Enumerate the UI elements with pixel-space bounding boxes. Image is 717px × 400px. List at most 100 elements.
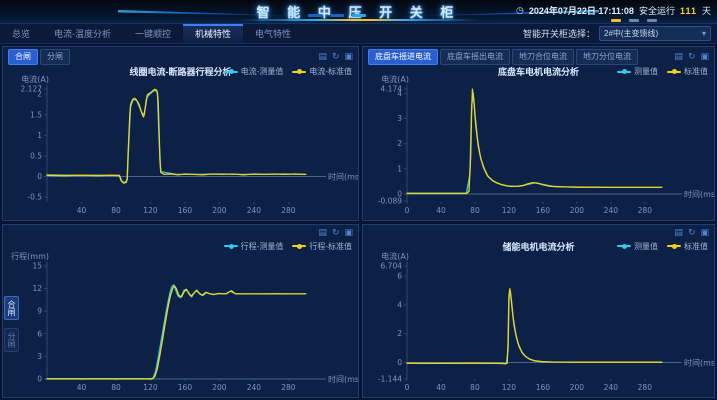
header-dash-decoration: [352, 14, 366, 17]
svg-text:0.5: 0.5: [30, 151, 42, 160]
svg-text:280: 280: [638, 206, 653, 215]
panel-tab-地刀合位电流[interactable]: 地刀合位电流: [512, 48, 574, 65]
svg-text:15: 15: [32, 262, 42, 271]
app-header: 智 能 中 压 开 关 柜 ◷ 2024年07月22日 17:11:08 安全运…: [0, 0, 717, 24]
legend-item-电流-标准值[interactable]: 电流-标准值: [292, 66, 352, 77]
legend-item-标准值[interactable]: 标准值: [667, 66, 708, 77]
svg-text:40: 40: [436, 383, 446, 392]
series-line-电流-测量值: [46, 88, 307, 183]
dashboard-grid: 合闸 分闸 ▤ ↻ ▣ 线圈电流-断路器行程分析 电流-测量值 电流-标准值 2.127 2 1…: [0, 44, 717, 400]
fullscreen-icon[interactable]: ▣: [700, 51, 709, 61]
svg-text:电流(A): 电流(A): [21, 74, 49, 84]
legend-label: 标准值: [684, 67, 708, 76]
switchgear-select[interactable]: 2#中(主变馈线) ▾: [599, 26, 711, 41]
vertical-tab-合闸[interactable]: 合闸: [4, 296, 19, 320]
header-decoration-right: [409, 10, 599, 16]
svg-text:0: 0: [397, 358, 402, 367]
svg-text:160: 160: [178, 383, 193, 392]
restore-icon[interactable]: ↻: [331, 51, 340, 61]
series-line-测量值: [406, 92, 663, 194]
series-line-行程-标准值: [46, 285, 307, 380]
safe-run-days: 111: [679, 5, 697, 16]
panel-tab-底盘车摇进电流[interactable]: 底盘车摇进电流: [368, 48, 438, 65]
svg-text:行程(mm): 行程(mm): [11, 251, 49, 261]
nav-tabs: 总览 电流-温度分析 一键顺控 机械特性 电气特性: [0, 24, 303, 43]
header-dash-decoration: [308, 14, 322, 17]
series-line-电流-标准值: [46, 88, 307, 184]
svg-text:120: 120: [502, 383, 517, 392]
svg-text:时间(ms): 时间(ms): [684, 188, 714, 198]
data-view-icon[interactable]: ▤: [318, 51, 327, 61]
panel-tab-合闸[interactable]: 合闸: [8, 48, 38, 65]
svg-text:160: 160: [536, 206, 551, 215]
restore-icon[interactable]: ↻: [687, 227, 696, 238]
data-view-icon[interactable]: ▤: [674, 51, 683, 61]
panel-energy-storage-motor: ▤ ↻ ▣ 储能电机电流分析 测量值 标准值 6.704 6 4 2 0 -1.144 0 40 80 1…: [362, 223, 715, 398]
svg-text:280: 280: [281, 206, 296, 215]
nav-tab-总览[interactable]: 总览: [12, 29, 31, 39]
restore-icon[interactable]: ↻: [687, 51, 696, 61]
legend-label: 电流-测量值: [240, 67, 284, 76]
nav-tab-一键顺控[interactable]: 一键顺控: [135, 29, 172, 39]
restore-icon[interactable]: ↻: [331, 227, 340, 238]
svg-text:120: 120: [143, 206, 158, 215]
datetime-text: 2024年07月22日 17:11:08: [528, 6, 634, 16]
panel-legend: 电流-测量值 电流-标准值: [223, 66, 352, 77]
panel-tab-分闸[interactable]: 分闸: [40, 48, 70, 65]
legend-item-行程-标准值[interactable]: 行程-标准值: [292, 241, 352, 252]
data-view-icon[interactable]: ▤: [674, 227, 683, 238]
svg-text:3: 3: [37, 352, 42, 361]
legend-item-电流-测量值[interactable]: 电流-测量值: [223, 66, 284, 77]
vertical-tab-分闸[interactable]: 分闸: [4, 328, 19, 352]
header-status-bar: ◷ 2024年07月22日 17:11:08 安全运行 111 天: [516, 4, 711, 17]
chart-area: 合闸 分闸 15 12 9 6 3 0 40 80 120 160 200 240 280 行程(mm) 时间(…: [3, 251, 358, 397]
panel-tab-底盘车摇出电流[interactable]: 底盘车摇出电流: [440, 48, 510, 65]
fullscreen-icon[interactable]: ▣: [700, 227, 709, 238]
svg-text:160: 160: [178, 206, 193, 215]
svg-text:280: 280: [281, 383, 296, 392]
svg-text:4.174: 4.174: [381, 84, 403, 93]
svg-text:240: 240: [247, 206, 262, 215]
series-line-测量值: [406, 289, 663, 365]
legend-label: 行程-标准值: [309, 241, 352, 251]
panel-tab-地刀分位电流[interactable]: 地刀分位电流: [576, 48, 638, 65]
svg-text:240: 240: [604, 206, 619, 215]
svg-text:6: 6: [37, 329, 42, 338]
svg-text:80: 80: [111, 383, 121, 392]
legend-marker-icon: [667, 243, 681, 249]
nav-tab-电气特性[interactable]: 电气特性: [255, 29, 292, 39]
panel-toolbox: ▤ ↻ ▣: [674, 228, 709, 237]
series-line-标准值: [406, 87, 663, 194]
svg-text:9: 9: [37, 307, 42, 316]
panel-legend: 测量值 标准值: [617, 66, 708, 77]
header-dash-decoration: [330, 14, 344, 17]
legend-item-测量值[interactable]: 测量值: [617, 66, 658, 77]
legend-marker-icon: [292, 243, 307, 249]
legend-item-测量值[interactable]: 测量值: [617, 241, 658, 252]
svg-text:2: 2: [397, 329, 402, 338]
switchgear-selector-label: 智能开关柜选择：: [522, 29, 595, 39]
svg-text:1.5: 1.5: [30, 110, 42, 119]
legend-item-标准值[interactable]: 标准值: [667, 241, 708, 252]
legend-item-行程-测量值[interactable]: 行程-测量值: [223, 241, 284, 252]
fullscreen-icon[interactable]: ▣: [344, 51, 353, 61]
legend-label: 电流-标准值: [309, 67, 352, 76]
legend-marker-icon: [617, 243, 631, 249]
safe-run-unit: 天: [701, 6, 711, 16]
legend-label: 行程-测量值: [240, 241, 284, 251]
svg-text:200: 200: [212, 206, 227, 215]
panel-toolbox: ▤ ↻ ▣: [318, 228, 353, 237]
svg-text:时间(ms): 时间(ms): [684, 358, 714, 368]
svg-text:200: 200: [570, 383, 585, 392]
nav-tab-机械特性[interactable]: 机械特性: [183, 24, 244, 43]
svg-text:0: 0: [37, 375, 42, 384]
header-underline-decoration: [238, 19, 479, 21]
nav-tab-电流-温度分析[interactable]: 电流-温度分析: [54, 29, 112, 39]
fullscreen-icon[interactable]: ▣: [344, 227, 353, 238]
svg-text:80: 80: [111, 206, 121, 215]
data-view-icon[interactable]: ▤: [318, 227, 327, 238]
svg-text:80: 80: [470, 206, 480, 215]
legend-label: 标准值: [684, 241, 708, 251]
